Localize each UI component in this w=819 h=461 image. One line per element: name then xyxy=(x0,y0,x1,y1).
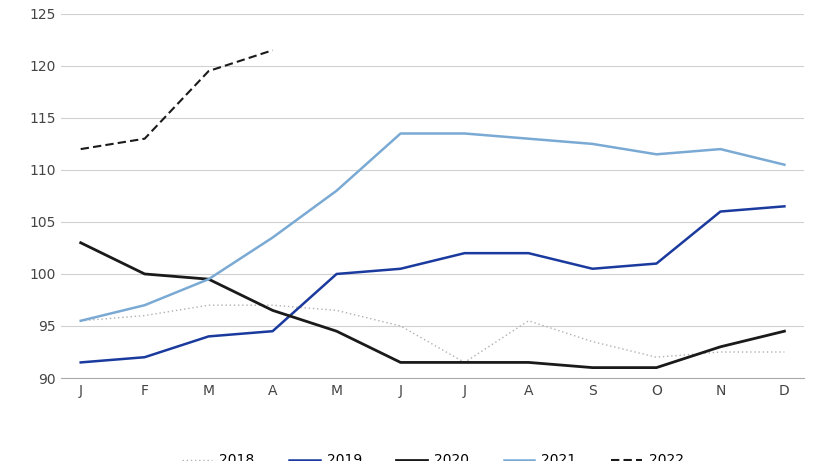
2020 xyxy=(203,277,213,282)
2022 xyxy=(203,68,213,74)
2019 xyxy=(75,360,85,365)
2019 xyxy=(523,250,533,256)
2022 xyxy=(139,136,149,142)
2018 xyxy=(587,339,597,344)
2018 xyxy=(779,349,789,355)
2021 xyxy=(75,318,85,324)
2020 xyxy=(587,365,597,370)
2018 xyxy=(267,302,277,308)
2019 xyxy=(459,250,469,256)
2020 xyxy=(331,328,341,334)
2018 xyxy=(331,307,341,313)
2018 xyxy=(395,323,405,329)
2020 xyxy=(651,365,661,370)
2020 xyxy=(779,328,789,334)
2021 xyxy=(395,131,405,136)
2021 xyxy=(651,152,661,157)
2020 xyxy=(267,307,277,313)
2021 xyxy=(203,277,213,282)
2019 xyxy=(139,355,149,360)
2019 xyxy=(203,334,213,339)
2018 xyxy=(715,349,725,355)
2019 xyxy=(331,271,341,277)
2022 xyxy=(267,47,277,53)
2021 xyxy=(779,162,789,167)
2019 xyxy=(587,266,597,272)
2020 xyxy=(715,344,725,349)
2019 xyxy=(779,204,789,209)
Line: 2020: 2020 xyxy=(80,243,784,367)
2021 xyxy=(331,188,341,194)
Line: 2021: 2021 xyxy=(80,134,784,321)
2021 xyxy=(459,131,469,136)
Line: 2018: 2018 xyxy=(80,305,784,362)
2018 xyxy=(459,360,469,365)
2021 xyxy=(715,146,725,152)
Legend: 2018, 2019, 2020, 2021, 2022: 2018, 2019, 2020, 2021, 2022 xyxy=(176,448,688,461)
2019 xyxy=(267,328,277,334)
2018 xyxy=(75,318,85,324)
2019 xyxy=(715,209,725,214)
2018 xyxy=(651,355,661,360)
2018 xyxy=(523,318,533,324)
Line: 2022: 2022 xyxy=(80,50,272,149)
2020 xyxy=(75,240,85,246)
2021 xyxy=(587,141,597,147)
2020 xyxy=(139,271,149,277)
2019 xyxy=(395,266,405,272)
2020 xyxy=(395,360,405,365)
2021 xyxy=(267,235,277,240)
2018 xyxy=(203,302,213,308)
Line: 2019: 2019 xyxy=(80,207,784,362)
2021 xyxy=(523,136,533,142)
2020 xyxy=(459,360,469,365)
2021 xyxy=(139,302,149,308)
2018 xyxy=(139,313,149,319)
2020 xyxy=(523,360,533,365)
2019 xyxy=(651,261,661,266)
2022 xyxy=(75,146,85,152)
